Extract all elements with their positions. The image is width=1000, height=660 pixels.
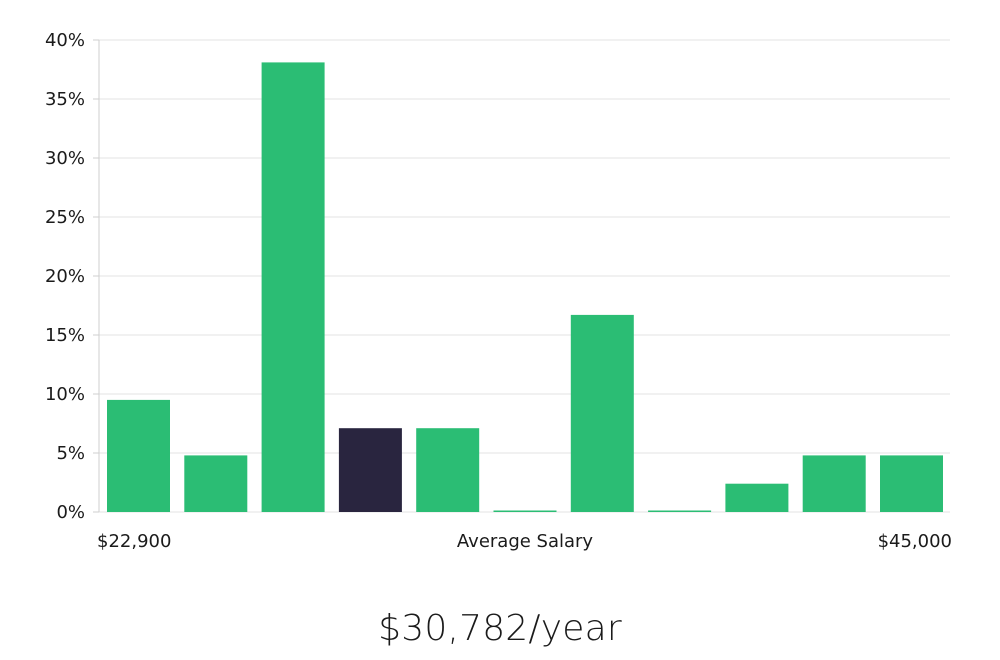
average-salary-value: $30,782/year [378,608,622,649]
bar [725,483,789,512]
y-tick-label: 25% [45,207,85,228]
bar [107,399,170,512]
bar [493,510,557,512]
x-axis-title: Average Salary [457,531,594,552]
y-tick-label: 15% [45,325,85,346]
y-axis-ticks: 0% 5% 10% 15% 20% 25% 30% 35% 40% [45,30,99,523]
salary-histogram: 0% 5% 10% 15% 20% 25% 30% 35% 40% $22,900 Averag… [45,30,952,552]
bar [261,62,325,513]
y-tick-label: 35% [45,89,85,110]
bar [184,455,248,512]
x-label-min: $22,900 [97,531,171,552]
x-label-max: $45,000 [878,531,952,552]
y-tick-label: 30% [45,148,85,169]
bar [802,455,866,512]
gridlines [99,39,950,513]
bar [570,314,634,512]
y-tick-label: 20% [45,266,85,287]
bar-highlighted [338,428,402,512]
y-tick-label: 0% [56,502,85,523]
bar [648,510,712,512]
bar [880,455,943,512]
y-tick-label: 10% [45,384,85,405]
bars [107,62,943,513]
y-tick-label: 5% [56,443,85,464]
bar [416,428,480,512]
y-tick-label: 40% [45,30,85,51]
